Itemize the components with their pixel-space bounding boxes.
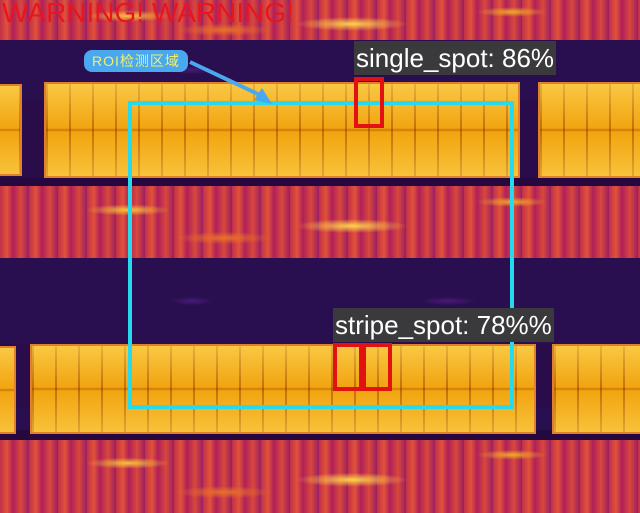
solar-panel-bottom-right	[552, 344, 640, 434]
ground-band-bottom	[0, 430, 640, 513]
roi-pointer-arrow	[189, 60, 272, 104]
solar-panel-bottom-left	[0, 346, 16, 434]
defect-label-stripe-spot: stripe_spot: 78%%	[333, 308, 554, 342]
shadow-band-middle	[0, 258, 640, 344]
roi-label: ROI检测区域	[84, 50, 188, 72]
solar-panel-bottom-center	[30, 344, 536, 434]
solar-panel-top-left	[0, 84, 22, 176]
defect-label-single-spot: single_spot: 86%	[354, 41, 557, 75]
ground-band-middle	[0, 178, 640, 258]
warning-banner: WARNING! WARNING!	[2, 0, 294, 28]
solar-panel-top-right	[538, 82, 640, 178]
panel-shadow-bottom	[0, 430, 640, 440]
panel-shadow-top	[0, 178, 640, 186]
defect-box-single-spot	[354, 77, 384, 128]
solar-panel-top-center	[44, 82, 520, 178]
defect-box-stripe-spot-right	[362, 343, 392, 391]
defect-box-stripe-spot-left	[333, 343, 363, 391]
roi-detection-region	[128, 101, 514, 409]
ground-band-top	[0, 0, 640, 40]
